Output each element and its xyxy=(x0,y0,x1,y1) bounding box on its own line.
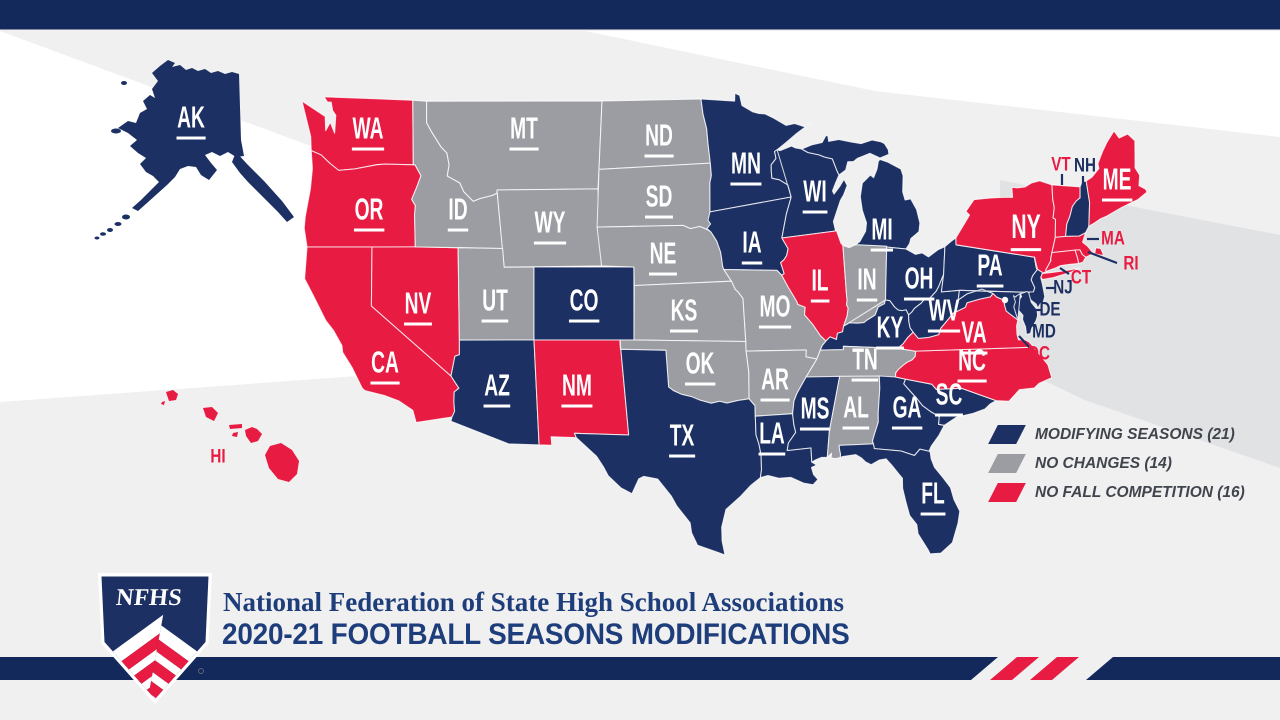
svg-text:NFHS: NFHS xyxy=(115,585,184,611)
